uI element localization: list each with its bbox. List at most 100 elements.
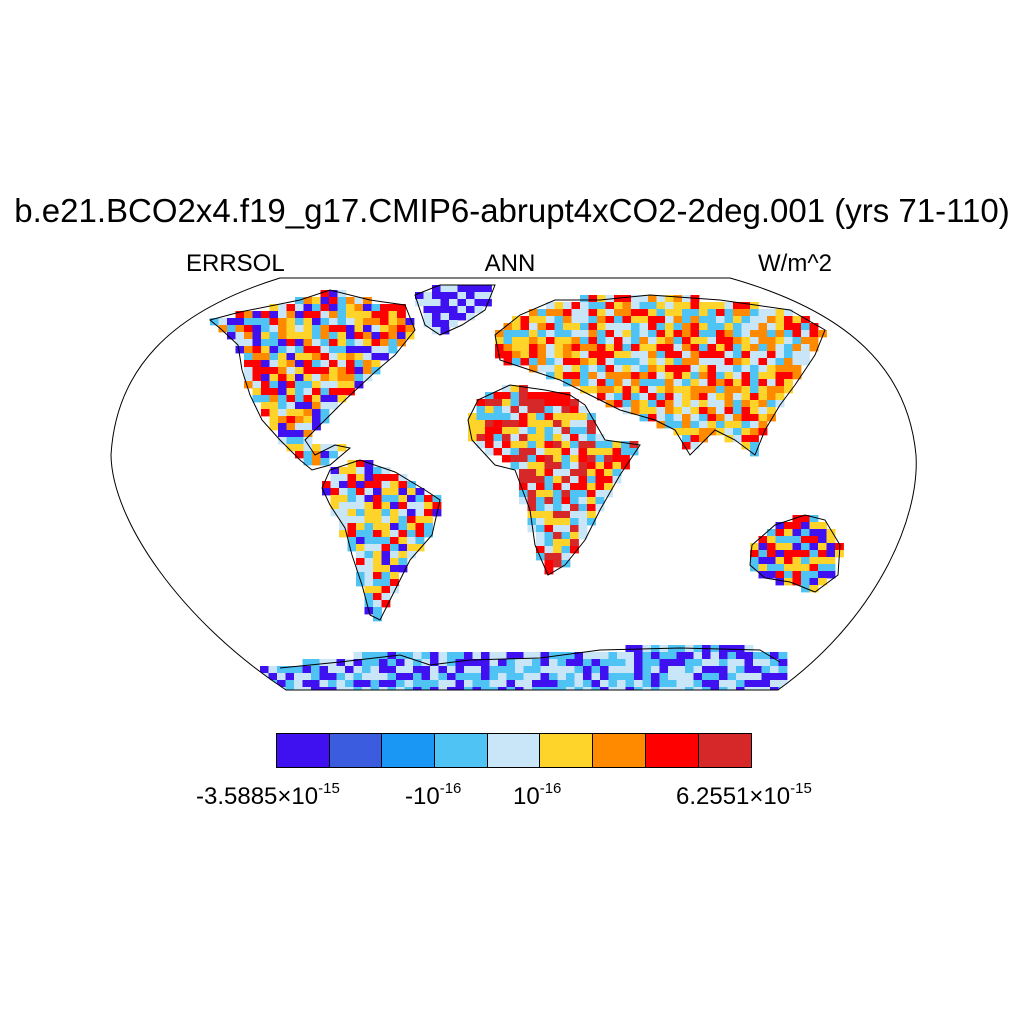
cell-antarctica — [608, 673, 618, 681]
cell-antarctica — [370, 666, 380, 674]
cell-north_america — [337, 360, 347, 368]
cell-north_america — [218, 325, 228, 333]
cell-antarctica — [566, 666, 575, 674]
cell-antarctica — [685, 687, 694, 690]
cell-north_america — [329, 353, 338, 361]
cell-antarctica — [328, 666, 337, 674]
cell-australia — [809, 571, 819, 579]
greenland-coastline — [414, 284, 496, 336]
cell-north_america — [397, 339, 406, 347]
cell-eurasia — [639, 330, 649, 338]
cell-africa — [493, 434, 503, 442]
cell-greenland — [449, 306, 458, 314]
cell-eurasia — [733, 309, 742, 317]
cell-south_america — [356, 537, 365, 545]
cell-eurasia — [716, 316, 725, 324]
cell-eurasia — [775, 358, 785, 366]
cell-africa — [502, 427, 511, 435]
cell-eurasia — [520, 344, 530, 352]
cell-antarctica — [387, 673, 397, 681]
cell-south_america — [381, 586, 391, 594]
cell-eurasia — [571, 309, 581, 317]
cell-south_america — [347, 474, 357, 482]
cell-eurasia — [750, 372, 759, 380]
cell-north_america — [235, 311, 245, 319]
cell-africa — [468, 413, 477, 421]
cell-north_america — [397, 325, 406, 333]
cell-south_america — [398, 558, 408, 566]
cell-africa — [553, 490, 562, 498]
cell-north_america — [312, 381, 321, 389]
cell-south_america — [424, 516, 433, 524]
cell-eurasia — [741, 428, 751, 436]
cell-eurasia — [605, 323, 615, 331]
cell-eurasia — [801, 358, 810, 366]
cell-africa — [604, 441, 613, 449]
cell-south_america — [407, 551, 416, 559]
cell-eurasia — [597, 386, 606, 394]
cell-antarctica — [727, 673, 737, 681]
cell-antarctica — [455, 687, 465, 690]
cell-north_america — [244, 318, 253, 326]
cell-africa — [476, 399, 486, 407]
cell-antarctica — [574, 666, 584, 674]
cell-africa — [544, 490, 554, 498]
cell-eurasia — [724, 309, 734, 317]
cell-antarctica — [404, 659, 414, 667]
cell-africa — [570, 469, 579, 477]
cell-greenland — [440, 285, 450, 293]
cell-antarctica — [591, 687, 601, 690]
cell-eurasia — [631, 386, 640, 394]
cell-antarctica — [481, 666, 490, 674]
cell-australia — [775, 571, 785, 579]
cell-north_america — [286, 374, 296, 382]
cell-south_america — [407, 516, 416, 524]
cell-eurasia — [690, 316, 700, 324]
cell-north_america — [337, 304, 347, 312]
cell-africa — [536, 497, 545, 505]
cell-africa — [595, 497, 605, 505]
cell-south_america — [347, 502, 357, 510]
cell-africa — [578, 413, 588, 421]
cell-eurasia — [775, 365, 785, 373]
cell-eurasia — [750, 435, 759, 443]
cell-eurasia — [656, 365, 666, 373]
cell-eurasia — [673, 414, 683, 422]
cell-eurasia — [690, 386, 700, 394]
cell-eurasia — [758, 400, 768, 408]
cell-eurasia — [733, 372, 742, 380]
cell-north_america — [295, 346, 304, 354]
cell-antarctica — [515, 659, 524, 667]
cell-north_america — [346, 381, 355, 389]
cell-greenland — [457, 285, 467, 293]
cell-antarctica — [719, 666, 728, 674]
cell-antarctica — [353, 659, 363, 667]
cell-africa — [553, 469, 562, 477]
cell-antarctica — [634, 673, 643, 681]
cell-north_america — [252, 346, 262, 354]
cell-eurasia — [707, 414, 717, 422]
cell-africa — [510, 385, 520, 393]
cell-south_america — [381, 502, 391, 510]
cell-eurasia — [750, 386, 759, 394]
cell-eurasia — [614, 316, 623, 324]
cell-north_america — [371, 325, 381, 333]
cell-africa — [578, 462, 588, 470]
cell-africa — [536, 504, 545, 512]
cell-south_america — [330, 502, 340, 510]
cell-south_america — [364, 551, 374, 559]
cell-antarctica — [549, 680, 558, 688]
cell-eurasia — [656, 358, 666, 366]
cell-eurasia — [733, 428, 742, 436]
cell-antarctica — [523, 659, 533, 667]
cell-north_america — [346, 318, 355, 326]
cell-north_america — [261, 360, 270, 368]
cell-greenland — [432, 306, 441, 314]
cell-north_america — [244, 346, 253, 354]
cell-africa — [544, 462, 554, 470]
cell-africa — [510, 420, 520, 428]
cell-africa — [595, 490, 605, 498]
cell-antarctica — [617, 680, 626, 688]
cell-eurasia — [758, 309, 768, 317]
cell-eurasia — [724, 330, 734, 338]
